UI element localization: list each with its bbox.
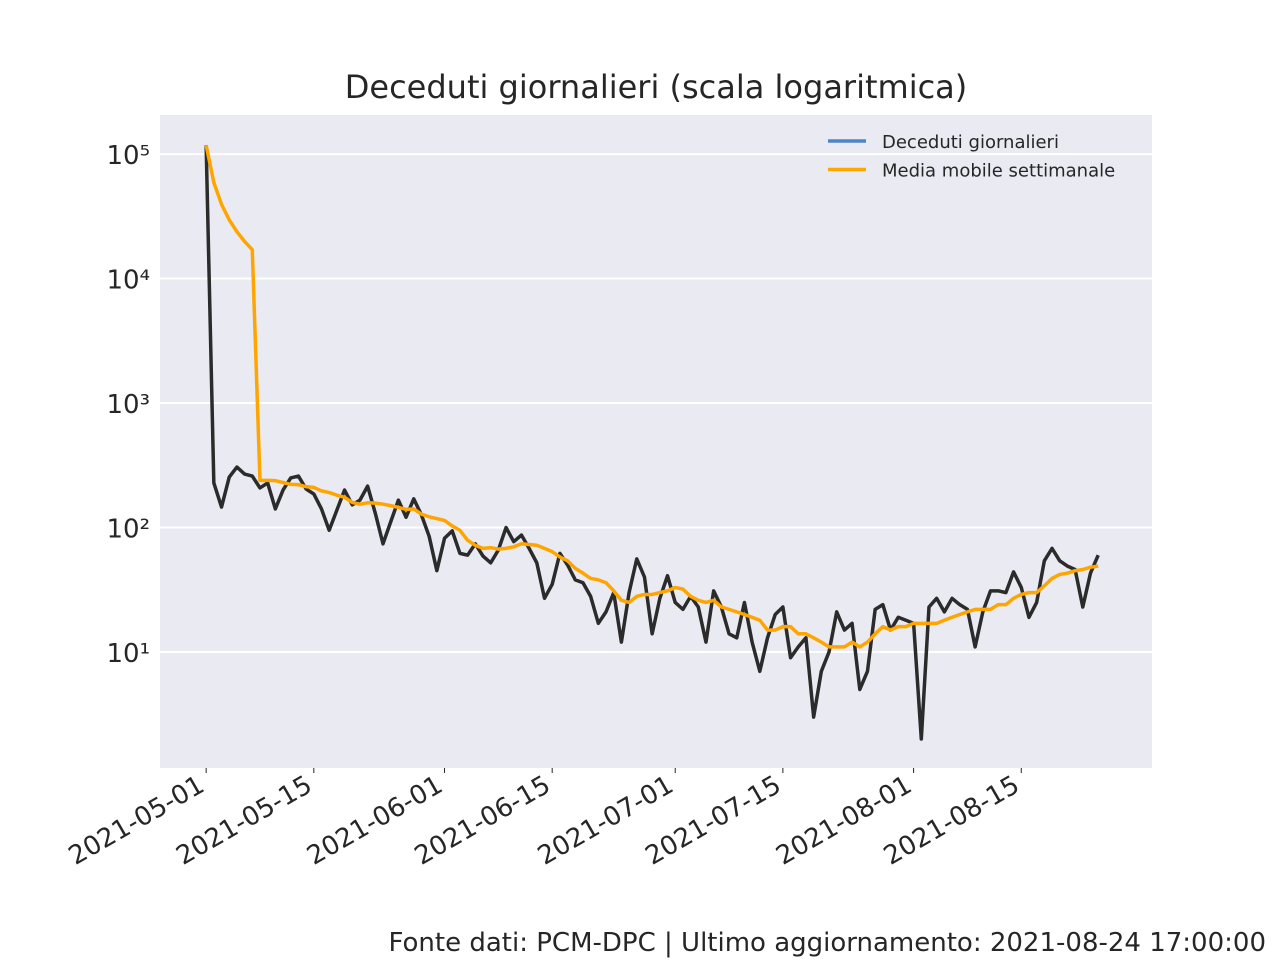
legend-label: Media mobile settimanale: [882, 161, 1115, 182]
plot-area: [160, 115, 1152, 768]
y-tick-label: 10¹: [106, 639, 150, 669]
legend-label: Deceduti giornalieri: [882, 132, 1059, 153]
y-tick-label: 10⁴: [106, 266, 150, 296]
y-tick-label: 10²: [106, 515, 150, 545]
data-line: [204, 144, 1099, 649]
y-tick-label: 10⁵: [106, 141, 150, 171]
chart-title: Deceduti giornalieri (scala logaritmica): [345, 68, 968, 106]
y-tick-label: 10³: [106, 390, 150, 420]
footnote: Fonte dati: PCM-DPC | Ultimo aggiornamen…: [389, 928, 1267, 958]
